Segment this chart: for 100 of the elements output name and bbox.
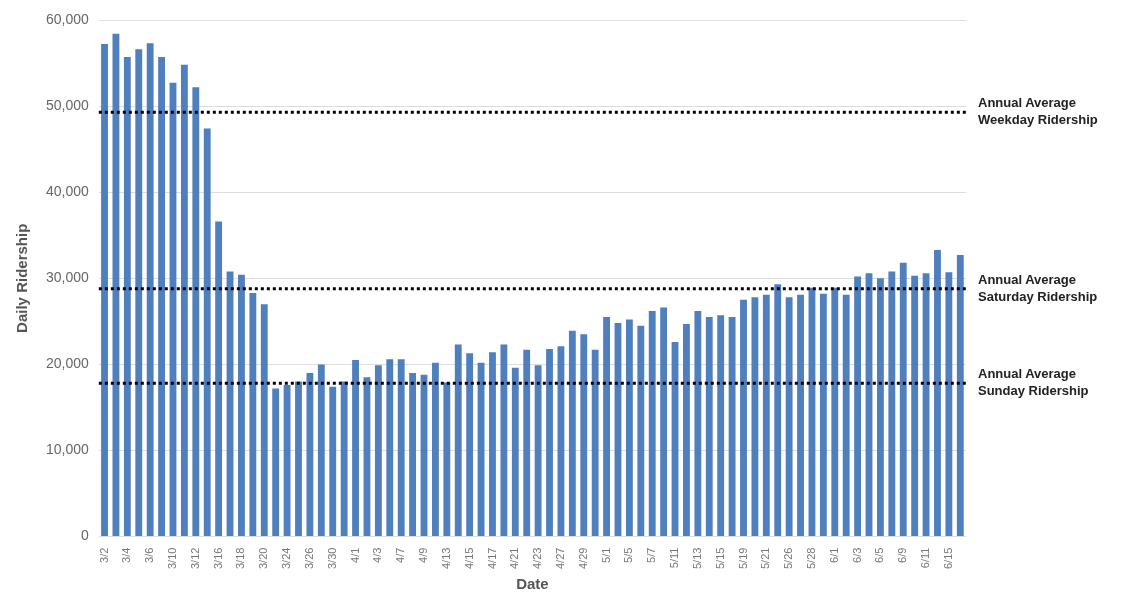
bar xyxy=(238,274,245,537)
y-tick-label: 0 xyxy=(81,527,90,544)
bar xyxy=(934,249,941,537)
x-tick-label: 6/1 xyxy=(827,547,840,563)
bar xyxy=(899,262,907,537)
bar xyxy=(432,362,439,537)
bar xyxy=(283,385,291,537)
bar xyxy=(101,44,108,537)
bar xyxy=(523,349,531,537)
ref-line-label: Annual Average Sunday Ridership xyxy=(978,366,1089,399)
bar xyxy=(785,297,793,537)
x-tick-label: 5/21 xyxy=(759,547,772,570)
y-tick-label: 10,000 xyxy=(45,441,90,458)
x-tick-label: 6/11 xyxy=(919,547,932,569)
bar xyxy=(249,292,257,537)
bar xyxy=(854,276,862,537)
x-tick-label: 3/2 xyxy=(97,547,110,563)
bar xyxy=(751,297,759,537)
bar xyxy=(762,294,770,537)
x-tick-label: 4/3 xyxy=(371,547,384,563)
bar xyxy=(705,317,713,537)
x-tick-label: 5/11 xyxy=(668,547,681,569)
x-tick-label: 3/24 xyxy=(280,547,293,570)
x-tick-label: 3/6 xyxy=(143,547,156,563)
bar xyxy=(180,64,188,537)
bar xyxy=(158,57,165,537)
x-tick-label: 4/23 xyxy=(531,547,544,570)
x-tick-label: 4/9 xyxy=(417,547,430,563)
x-tick-label: 4/21 xyxy=(508,547,521,570)
x-tick-label: 5/28 xyxy=(804,547,817,570)
x-tick-label: 4/7 xyxy=(394,547,407,563)
bar xyxy=(123,57,131,537)
bar xyxy=(192,87,200,537)
x-tick-label: 3/18 xyxy=(234,547,247,570)
bar xyxy=(409,373,417,537)
bar xyxy=(340,381,348,537)
x-tick-label: 5/7 xyxy=(645,547,658,563)
bar xyxy=(717,315,725,537)
bar xyxy=(888,271,896,537)
x-tick-label: 3/16 xyxy=(211,547,224,570)
bar xyxy=(454,344,462,537)
bar xyxy=(774,284,782,537)
x-tick-label: 5/13 xyxy=(690,547,703,570)
bar xyxy=(466,353,474,537)
y-tick-label: 60,000 xyxy=(45,10,90,27)
x-tick-label: 4/29 xyxy=(576,547,589,570)
x-tick-label: 4/1 xyxy=(348,547,361,563)
bar xyxy=(546,348,553,537)
bar xyxy=(591,349,599,537)
bar xyxy=(797,294,804,537)
y-tick-label: 40,000 xyxy=(45,183,90,200)
bar xyxy=(819,293,827,537)
bar xyxy=(203,128,211,537)
y-axis-title: Daily Ridership xyxy=(13,223,31,333)
bar xyxy=(568,330,576,537)
bar xyxy=(374,365,382,537)
bar xyxy=(500,344,508,537)
ref-line-label: Annual Average Weekday Ridership xyxy=(978,95,1098,128)
bar xyxy=(329,386,337,537)
y-tick-label: 50,000 xyxy=(45,96,90,113)
x-axis-title: Date xyxy=(516,575,549,593)
x-tick-label: 3/26 xyxy=(302,547,315,570)
bar xyxy=(511,367,519,537)
x-tick-label: 6/9 xyxy=(896,547,909,563)
x-tick-label: 3/10 xyxy=(166,547,179,570)
bar xyxy=(317,364,325,537)
bar xyxy=(842,294,850,537)
x-tick-label: 5/26 xyxy=(782,547,795,570)
x-tick-label: 6/3 xyxy=(850,547,863,563)
bar xyxy=(580,334,588,537)
x-tick-label: 3/20 xyxy=(257,547,270,570)
bar xyxy=(683,323,690,537)
y-tick-label: 30,000 xyxy=(45,269,90,286)
x-tick-label: 4/17 xyxy=(485,547,498,570)
bar xyxy=(956,255,964,537)
bar xyxy=(352,360,359,537)
bar xyxy=(603,317,610,537)
x-tick-label: 3/30 xyxy=(325,547,338,570)
bar xyxy=(489,352,496,537)
bar xyxy=(625,319,633,537)
x-tick-label: 3/12 xyxy=(188,547,201,570)
x-tick-label: 5/1 xyxy=(599,547,612,563)
bar xyxy=(648,311,656,537)
bar xyxy=(306,373,314,537)
bar xyxy=(295,381,302,537)
bar xyxy=(260,304,268,537)
bar xyxy=(443,382,451,537)
x-tick-label: 4/15 xyxy=(462,547,475,570)
bar xyxy=(877,278,884,537)
bar xyxy=(397,359,405,537)
bar xyxy=(911,275,919,537)
bar xyxy=(135,49,143,537)
bar xyxy=(386,359,394,537)
x-tick-label: 5/15 xyxy=(713,547,726,570)
bar xyxy=(660,307,668,537)
bar xyxy=(272,388,280,537)
bar xyxy=(694,311,702,537)
x-tick-label: 4/27 xyxy=(553,547,566,570)
x-tick-label: 5/5 xyxy=(622,547,635,563)
x-tick-label: 3/4 xyxy=(120,547,133,563)
